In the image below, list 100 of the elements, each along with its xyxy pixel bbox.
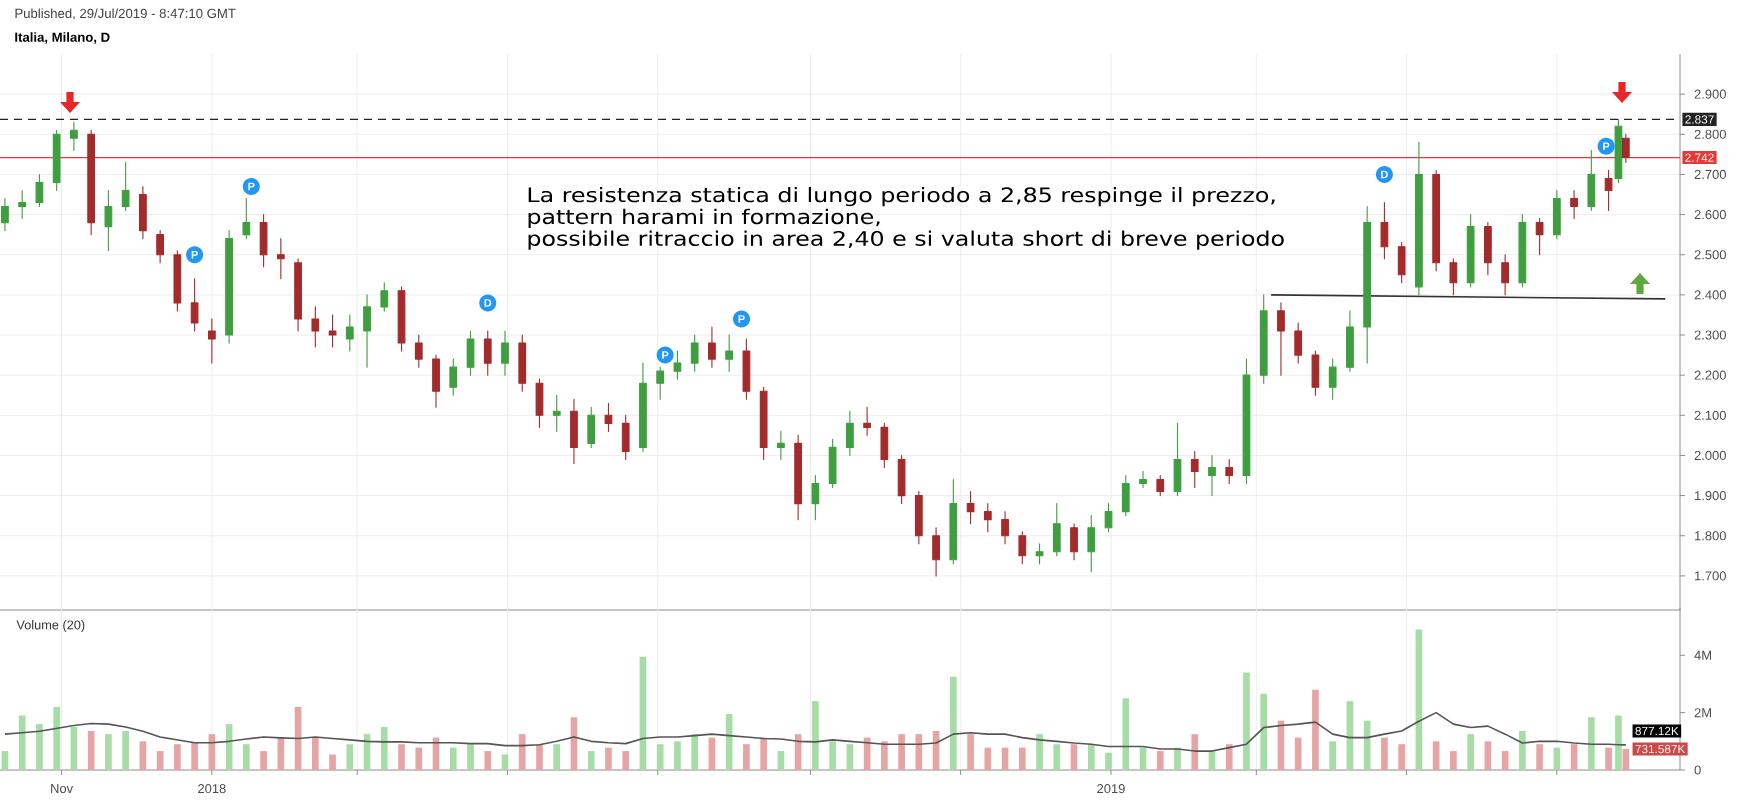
bar [346, 744, 354, 770]
candlestick [449, 358, 458, 396]
candlestick [897, 454, 906, 505]
bar [760, 737, 767, 770]
bar [1312, 689, 1319, 770]
candlestick [1380, 201, 1389, 260]
candlestick [621, 414, 630, 461]
annotation: La resistenza statica di lungo periodo a 2,85 respinge il prezzo, [528, 186, 1275, 207]
candlestick [1328, 358, 1337, 400]
candlestick [18, 189, 27, 220]
bar [1329, 741, 1337, 770]
annotation: possibile ritraccio in area 2,40 e si valuta short di breve periodo [528, 230, 1284, 250]
candlestick [1001, 511, 1009, 545]
bar [260, 751, 267, 770]
bar [156, 751, 164, 770]
bar [605, 747, 612, 770]
candlestick [1173, 422, 1182, 497]
bar [1243, 672, 1250, 770]
candlestick [1449, 258, 1458, 296]
bar [1053, 744, 1061, 770]
candlestick [294, 258, 302, 332]
bar [191, 742, 198, 770]
bar [1432, 741, 1440, 770]
candlestick [1501, 254, 1509, 296]
candlestick [1087, 515, 1096, 573]
candlestick [535, 378, 544, 428]
candlestick [949, 478, 958, 565]
bar [622, 751, 630, 770]
bar [311, 737, 319, 770]
bar [415, 747, 423, 770]
candlestick [1535, 218, 1544, 256]
candlestick [742, 338, 751, 400]
bar [829, 741, 836, 770]
candlestick [225, 230, 233, 344]
candlestick [863, 406, 871, 436]
candlestick [1466, 214, 1475, 288]
candlestick [1294, 322, 1303, 364]
candlestick [1259, 294, 1268, 384]
candlestick [1484, 222, 1492, 276]
bar [1191, 734, 1199, 770]
bar [846, 744, 854, 770]
candlestick [1190, 450, 1199, 489]
bar [18, 715, 26, 770]
candlestick [432, 354, 440, 408]
bar [467, 744, 474, 770]
bar [380, 726, 388, 770]
candlestick [207, 318, 216, 364]
bar [1588, 717, 1595, 770]
bar [122, 731, 129, 770]
bar [449, 747, 457, 770]
bar [587, 751, 595, 770]
bar [1156, 751, 1164, 770]
bar [518, 734, 526, 770]
candlestick [1052, 503, 1061, 557]
candlestick [311, 306, 320, 348]
bar [1036, 734, 1043, 770]
candlestick [1621, 133, 1630, 163]
candlestick [104, 189, 113, 252]
candlestick [1225, 458, 1234, 485]
candlestick [1432, 169, 1441, 272]
candlestick [673, 350, 682, 380]
candlestick [87, 129, 96, 236]
bar [1398, 744, 1405, 770]
candlestick [276, 238, 285, 280]
candlestick [552, 394, 561, 432]
bar [777, 751, 785, 770]
candlestick [794, 434, 803, 521]
bar [553, 744, 561, 770]
candlestick [328, 314, 337, 348]
bar [1484, 741, 1492, 770]
bar [1225, 744, 1233, 770]
candlestick [190, 278, 199, 332]
candlestick [639, 362, 647, 452]
candlestick [759, 386, 768, 461]
bar [398, 744, 405, 770]
candlestick [1208, 454, 1216, 497]
candlestick [811, 474, 820, 521]
candlestick [466, 330, 475, 376]
bar [1615, 715, 1622, 770]
bar [243, 744, 250, 770]
annotation: pattern harami in formazione, [528, 208, 880, 229]
candlestick [587, 406, 596, 448]
bar [329, 754, 336, 770]
candlestick [828, 438, 837, 489]
candlestick [1070, 523, 1078, 561]
bar [1501, 751, 1509, 770]
bar [812, 701, 819, 770]
bar [1087, 744, 1095, 770]
candlestick [1121, 474, 1130, 517]
candlestick [52, 129, 61, 192]
bar [174, 744, 181, 770]
bar [1070, 744, 1078, 770]
bar [1260, 693, 1268, 770]
bar [1467, 734, 1474, 770]
candlestick [966, 491, 975, 525]
bar [105, 734, 112, 770]
bar [36, 724, 43, 770]
bar [1519, 731, 1526, 770]
candlestick [1035, 543, 1044, 565]
candlestick [242, 197, 251, 240]
